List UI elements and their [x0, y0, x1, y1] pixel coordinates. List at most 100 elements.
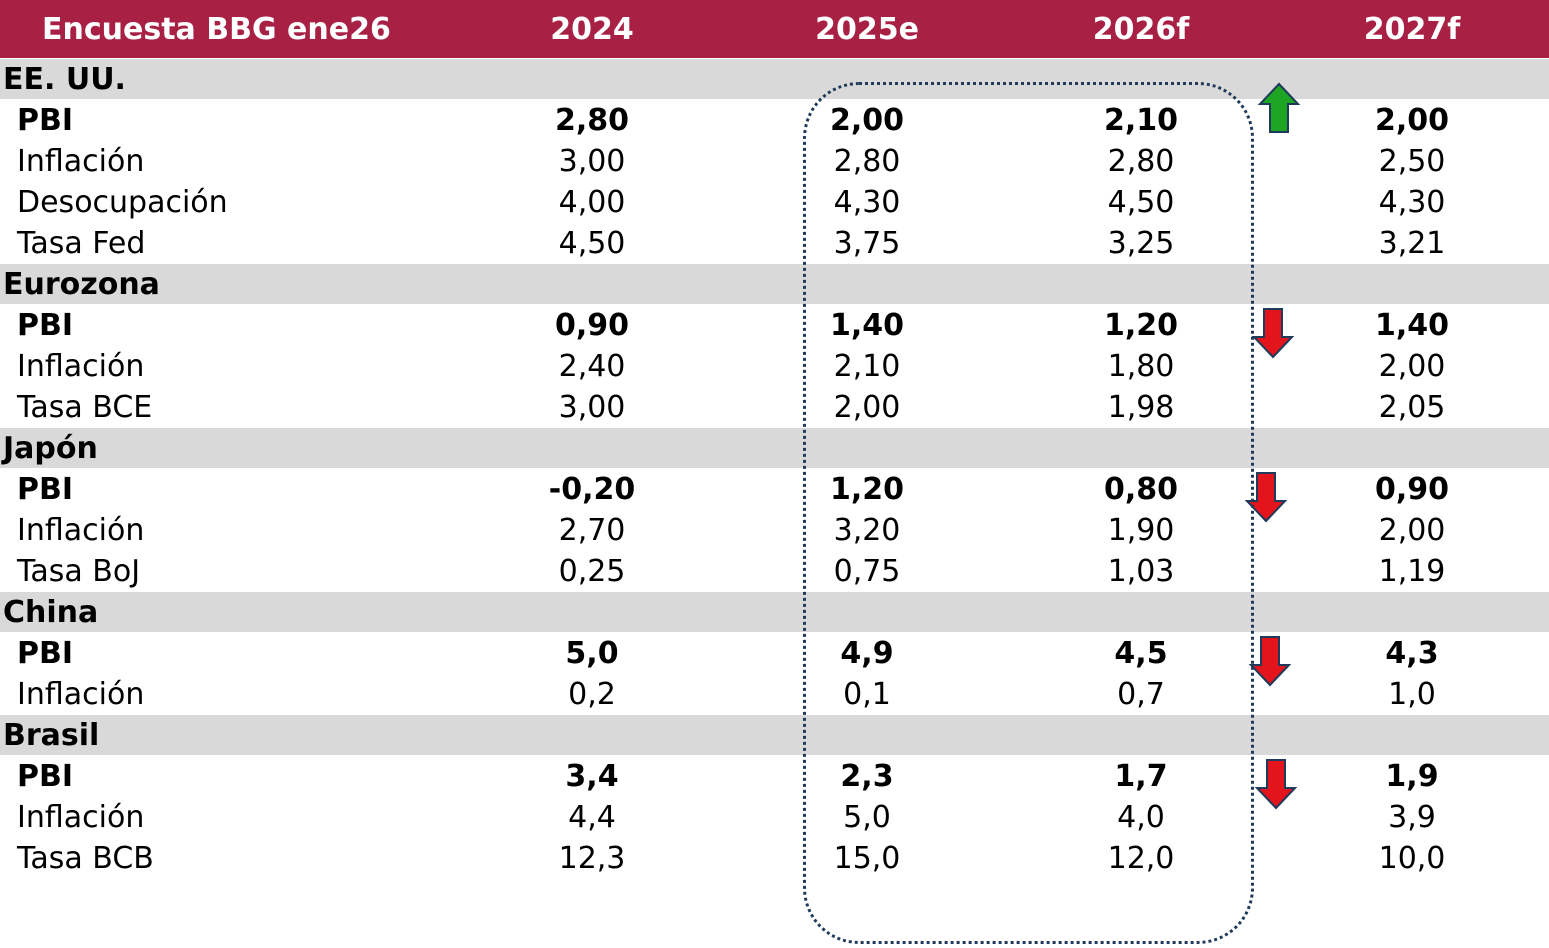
arrow-down-icon — [1251, 308, 1295, 359]
value-cell: 1,19 — [1378, 554, 1446, 589]
value-cell: 2,00 — [1374, 103, 1450, 138]
row-label: Tasa Fed — [17, 226, 146, 261]
value-cell: 4,00 — [558, 185, 626, 220]
value-cell: 2,00 — [833, 390, 901, 425]
arrow-down-icon — [1254, 759, 1298, 810]
value-cell: 2,10 — [1103, 103, 1179, 138]
value-cell: 2,80 — [833, 144, 901, 179]
table-row: PBI 2,80 2,00 2,10 2,00 — [0, 100, 1549, 141]
value-cell: 0,90 — [554, 308, 630, 343]
header-title: Encuesta BBG ene26 — [42, 12, 391, 47]
arrow-down-icon — [1244, 472, 1288, 523]
value-cell: 1,40 — [829, 308, 905, 343]
value-cell: 3,25 — [1107, 226, 1175, 261]
value-cell: 2,3 — [840, 759, 894, 794]
row-label: Inflación — [17, 349, 145, 384]
value-cell: 4,50 — [558, 226, 626, 261]
row-label: PBI — [17, 308, 74, 343]
table-header: Encuesta BBG ene26 2024 2025e 2026f 2027… — [0, 0, 1549, 58]
section-label: EE. UU. — [3, 62, 126, 97]
table-row: Desocupación 4,00 4,30 4,50 4,30 — [0, 182, 1549, 223]
value-cell: 3,21 — [1378, 226, 1446, 261]
arrow-up-icon — [1257, 82, 1301, 133]
section-label: China — [3, 595, 99, 630]
row-label: PBI — [17, 472, 74, 507]
value-cell: 0,2 — [568, 677, 616, 712]
row-label: Inflación — [17, 800, 145, 835]
table-row: PBI 5,0 4,9 4,5 4,3 — [0, 633, 1549, 674]
value-cell: 1,0 — [1388, 677, 1436, 712]
value-cell: 3,4 — [565, 759, 619, 794]
section-china: China — [0, 592, 1549, 632]
value-cell: 0,7 — [1117, 677, 1165, 712]
arrow-shape — [1244, 472, 1288, 523]
value-cell: 0,75 — [833, 554, 901, 589]
value-cell: 4,9 — [840, 636, 894, 671]
section-eurozona: Eurozona — [0, 264, 1549, 304]
table-row: Inflación 2,70 3,20 1,90 2,00 — [0, 510, 1549, 551]
value-cell: 2,50 — [1378, 144, 1446, 179]
section-label: Japón — [3, 431, 98, 466]
table-row: PBI 3,4 2,3 1,7 1,9 — [0, 756, 1549, 797]
section-label: Brasil — [3, 718, 100, 753]
value-cell: 3,75 — [833, 226, 901, 261]
row-label: Inflación — [17, 513, 145, 548]
section-ee-uu: EE. UU. — [0, 59, 1549, 99]
value-cell: 1,90 — [1107, 513, 1175, 548]
header-year-2026f: 2026f — [1092, 12, 1190, 47]
value-cell: 15,0 — [833, 841, 901, 876]
table-row: Tasa Fed 4,50 3,75 3,25 3,21 — [0, 223, 1549, 264]
value-cell: 2,05 — [1378, 390, 1446, 425]
value-cell: 2,80 — [554, 103, 630, 138]
value-cell: 5,0 — [565, 636, 619, 671]
value-cell: 10,0 — [1378, 841, 1446, 876]
value-cell: 1,20 — [1103, 308, 1179, 343]
value-cell: 4,30 — [1378, 185, 1446, 220]
value-cell: 1,7 — [1114, 759, 1168, 794]
value-cell: 4,0 — [1117, 800, 1165, 835]
arrow-shape — [1254, 759, 1298, 810]
value-cell: 2,40 — [558, 349, 626, 384]
table-row: PBI -0,20 1,20 0,80 0,90 — [0, 469, 1549, 510]
arrow-shape — [1248, 636, 1292, 687]
value-cell: 0,80 — [1103, 472, 1179, 507]
value-cell: 3,20 — [833, 513, 901, 548]
value-cell: 3,00 — [558, 144, 626, 179]
table-row: Inflación 2,40 2,10 1,80 2,00 — [0, 346, 1549, 387]
arrow-shape — [1257, 82, 1301, 133]
value-cell: 4,4 — [568, 800, 616, 835]
value-cell: 2,00 — [1378, 513, 1446, 548]
value-cell: -0,20 — [548, 472, 636, 507]
table-row: Tasa BCB 12,3 15,0 12,0 10,0 — [0, 838, 1549, 879]
value-cell: 1,98 — [1107, 390, 1175, 425]
value-cell: 1,9 — [1385, 759, 1439, 794]
header-year-2027f: 2027f — [1363, 12, 1461, 47]
section-label: Eurozona — [3, 267, 160, 302]
value-cell: 12,3 — [558, 841, 626, 876]
value-cell: 0,25 — [558, 554, 626, 589]
row-label: Inflación — [17, 677, 145, 712]
value-cell: 1,20 — [829, 472, 905, 507]
table-row: Inflación 3,00 2,80 2,80 2,50 — [0, 141, 1549, 182]
arrow-shape — [1251, 308, 1295, 359]
value-cell: 1,80 — [1107, 349, 1175, 384]
value-cell: 2,80 — [1107, 144, 1175, 179]
value-cell: 0,90 — [1374, 472, 1450, 507]
value-cell: 3,00 — [558, 390, 626, 425]
row-label: PBI — [17, 759, 74, 794]
value-cell: 1,03 — [1107, 554, 1175, 589]
value-cell: 2,10 — [833, 349, 901, 384]
value-cell: 12,0 — [1107, 841, 1175, 876]
row-label: PBI — [17, 636, 74, 671]
value-cell: 2,70 — [558, 513, 626, 548]
value-cell: 5,0 — [843, 800, 891, 835]
value-cell: 3,9 — [1388, 800, 1436, 835]
section-japon: Japón — [0, 428, 1549, 468]
value-cell: 4,30 — [833, 185, 901, 220]
value-cell: 4,5 — [1114, 636, 1168, 671]
arrow-down-icon — [1248, 636, 1292, 687]
table-row: Tasa BoJ 0,25 0,75 1,03 1,19 — [0, 551, 1549, 592]
value-cell: 0,1 — [843, 677, 891, 712]
table-row: PBI 0,90 1,40 1,20 1,40 — [0, 305, 1549, 346]
header-year-2025e: 2025e — [815, 12, 919, 47]
